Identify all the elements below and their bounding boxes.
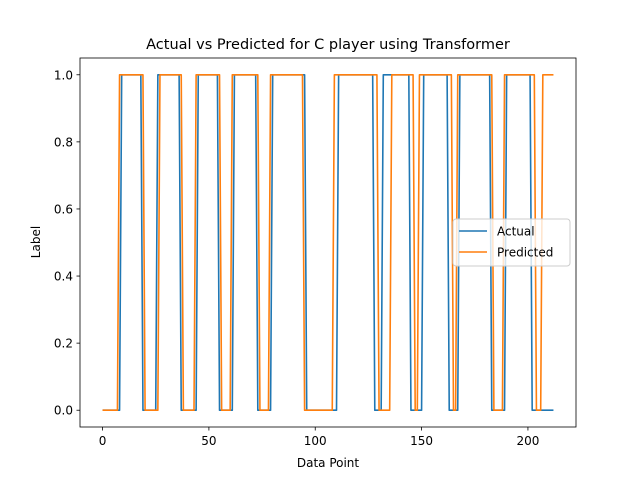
y-tick-label: 1.0 bbox=[54, 68, 73, 82]
legend-label-actual: Actual bbox=[497, 225, 535, 239]
x-axis-label: Data Point bbox=[297, 456, 360, 470]
y-tick-label: 0.6 bbox=[54, 202, 73, 216]
y-tick-label: 0.4 bbox=[54, 270, 73, 284]
y-tick-label: 0.2 bbox=[54, 337, 73, 351]
y-tick-label: 0.0 bbox=[54, 404, 73, 418]
series-line-predicted bbox=[102, 73, 554, 412]
y-axis-label: Label bbox=[29, 226, 43, 258]
x-tick-label: 100 bbox=[304, 434, 327, 448]
y-axis: 0.0 0.2 0.4 0.6 0.8 1.0 bbox=[54, 68, 80, 418]
legend: Actual Predicted bbox=[452, 218, 571, 267]
x-tick-label: 150 bbox=[410, 434, 433, 448]
x-tick-label: 0 bbox=[99, 434, 107, 448]
legend-label-predicted: Predicted bbox=[497, 246, 553, 260]
x-axis: 0 50 100 150 200 bbox=[99, 427, 539, 448]
x-tick-label: 200 bbox=[516, 434, 539, 448]
x-tick-label: 50 bbox=[201, 434, 216, 448]
y-tick-label: 0.8 bbox=[54, 135, 73, 149]
axes-frame bbox=[79, 57, 577, 428]
chart-title: Actual vs Predicted for C player using T… bbox=[146, 37, 510, 53]
plot-area bbox=[79, 57, 577, 428]
